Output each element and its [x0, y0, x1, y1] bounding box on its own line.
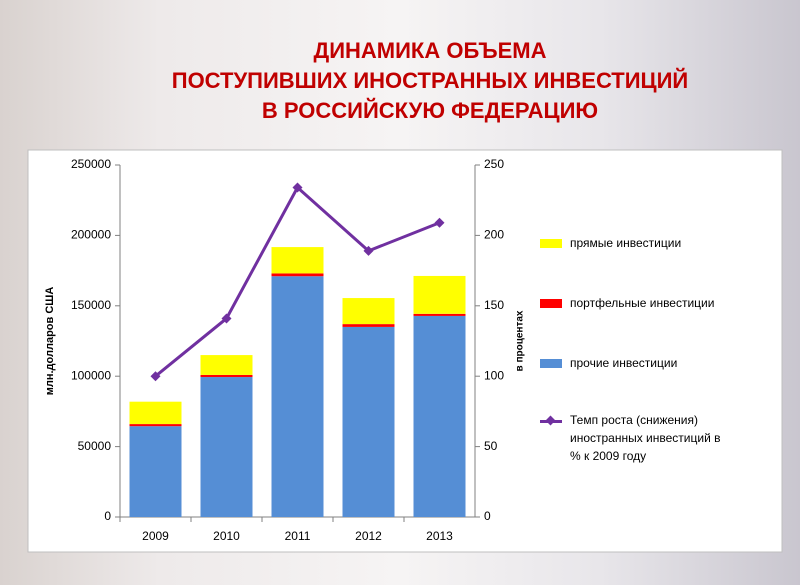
legend-item: портфельные инвестиции — [540, 296, 760, 310]
x-tick-label: 2013 — [426, 529, 453, 543]
y2-tick-label: 50 — [484, 439, 498, 453]
line-marker — [363, 245, 374, 256]
y-tick-label: 50000 — [78, 439, 112, 453]
bar — [342, 324, 395, 327]
bar — [129, 401, 182, 425]
y2-tick-label: 100 — [484, 368, 504, 382]
chart-title: ПОСТУПИВШИХ ИНОСТРАННЫХ ИНВЕСТИЦИЙ — [172, 68, 688, 93]
line-marker — [434, 217, 445, 228]
chart-title: В РОССИЙСКУЮ ФЕДЕРАЦИЮ — [262, 98, 598, 123]
legend-label: прочие инвестиции — [570, 356, 678, 370]
legend-swatch — [540, 359, 562, 368]
x-tick-label: 2011 — [285, 529, 311, 543]
legend-label: прямые инвестиции — [570, 236, 682, 250]
y2-tick-label: 150 — [484, 298, 504, 312]
y-tick-label: 250000 — [71, 157, 111, 171]
bar — [129, 424, 182, 427]
bar — [413, 275, 466, 314]
legend-item: Темп роста (снижения) иностранных инвест… — [540, 413, 760, 465]
bar — [271, 247, 324, 274]
bar — [413, 313, 466, 316]
line-marker — [150, 371, 161, 382]
chart-title: ДИНАМИКА ОБЪЕМА — [314, 38, 547, 63]
x-tick-label: 2012 — [355, 529, 382, 543]
bar — [342, 326, 395, 517]
bar — [200, 374, 253, 378]
bar — [271, 276, 324, 517]
line-marker — [292, 182, 303, 193]
legend-label: портфельные инвестиции — [570, 296, 715, 310]
bar — [342, 298, 395, 325]
y-tick-label: 200000 — [71, 228, 111, 242]
bar — [200, 377, 253, 517]
legend-item: прямые инвестиции — [540, 236, 760, 250]
y-tick-label: 150000 — [71, 298, 111, 312]
y-tick-label: 0 — [104, 509, 111, 523]
y2-tick-label: 250 — [484, 157, 504, 171]
y2-tick-label: 0 — [484, 509, 491, 523]
legend-marker — [545, 415, 556, 426]
legend-label: Темп роста (снижения) иностранных инвест… — [570, 413, 721, 463]
line-marker — [221, 313, 232, 324]
y2-tick-label: 200 — [484, 228, 504, 242]
legend-item: прочие инвестиции — [540, 356, 760, 370]
legend-swatch — [540, 239, 562, 248]
bar — [129, 426, 182, 517]
y2-axis-label: в процентах — [515, 310, 526, 371]
legend-swatch — [540, 415, 562, 426]
x-tick-label: 2009 — [142, 529, 169, 543]
legend-swatch — [540, 299, 562, 308]
bar — [200, 355, 253, 375]
y-axis-label: млн.долларов США — [44, 287, 56, 396]
y-tick-label: 100000 — [71, 368, 111, 382]
x-tick-label: 2010 — [213, 529, 240, 543]
bar — [271, 273, 324, 277]
bar — [413, 315, 466, 517]
